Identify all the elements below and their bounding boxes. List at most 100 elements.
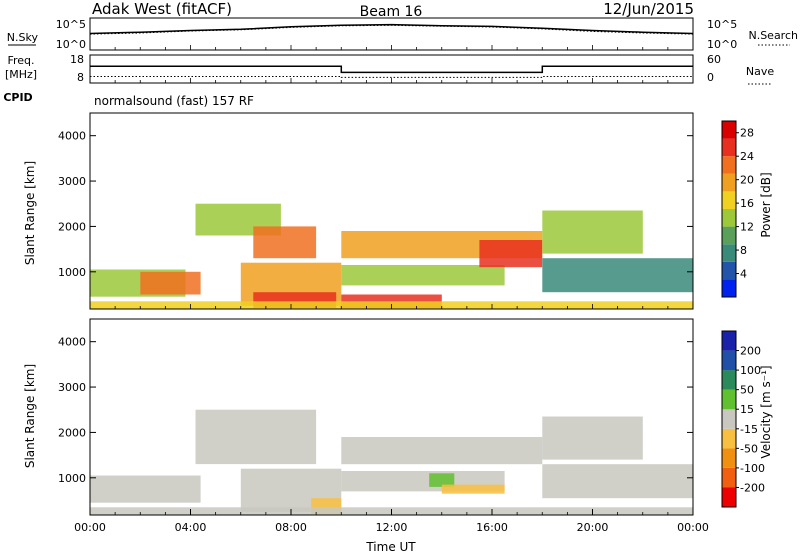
velocity-ylabel: Slant Range [km]	[23, 364, 37, 468]
colorbar-tick-label: 200	[740, 345, 761, 358]
noise-left-top: 10^5	[56, 18, 86, 31]
nsearch-label: N.Search	[748, 29, 798, 42]
velocity-band-0	[90, 475, 201, 503]
power-colorbar-swatch	[722, 173, 736, 192]
noise-right-bottom-text: 10^0	[707, 38, 737, 51]
power-ylabel: Slant Range [km]	[23, 161, 37, 265]
colorbar-tick-label: 28	[740, 127, 754, 140]
colorbar-tick-label: -50	[740, 442, 758, 455]
colorbar-frame	[721, 120, 737, 298]
velocity-colorbar-swatch	[722, 409, 736, 429]
velocity-band-6	[429, 473, 455, 487]
xtick-label: 16:00	[476, 521, 508, 534]
velocity-colorbar-label: Velocity [m s⁻¹]	[759, 365, 773, 458]
xtick-label: 00:00	[74, 521, 106, 534]
cpid-text: normalsound (fast) 157 RF	[94, 94, 254, 108]
colorbar-tick-label: 50	[740, 384, 754, 397]
beam-title: Beam 16	[360, 4, 423, 20]
colorbar-tick-label: -15	[740, 423, 758, 436]
freq-series-freq	[90, 65, 693, 74]
power-band-11	[542, 258, 694, 293]
velocity-colorbar-swatch	[722, 487, 736, 507]
power-band-9	[479, 240, 543, 268]
noise-right-top-text: 10^5	[707, 18, 737, 31]
power-colorbar-swatch	[722, 226, 736, 245]
ytick-label: 2000	[58, 426, 86, 439]
ytick-label: 2000	[58, 220, 86, 233]
noise-right-top: 10^5	[707, 18, 737, 31]
freq-right-top: 60	[707, 53, 721, 66]
velocity-band-1	[195, 409, 317, 465]
ytick-label: 3000	[58, 381, 86, 394]
colorbar-tick-label: -200	[740, 481, 765, 494]
freq-left-top: 18	[70, 53, 84, 66]
power-band-7	[341, 265, 505, 286]
velocity-colorbar-swatch	[722, 448, 736, 468]
velocity-colorbar-swatch	[722, 331, 736, 351]
power-colorbar-swatch	[722, 209, 736, 227]
xtick-label: 08:00	[275, 521, 307, 534]
noise-left-bottom: 10^0	[56, 38, 86, 51]
noise-series-nsky	[89, 23, 694, 35]
freq-left-bottom: 8	[77, 71, 84, 84]
velocity-band-4	[341, 437, 543, 465]
date-title: 12/Jun/2015	[603, 0, 694, 18]
noise-left-top-text: 10^5	[56, 18, 86, 31]
colorbar-tick-label: 15	[740, 403, 754, 416]
noise-left-bottom-text: 10^0	[56, 38, 86, 51]
nave-label: Nave	[746, 65, 774, 78]
xtick-label: 20:00	[577, 521, 609, 534]
power-colorbar-swatch	[722, 138, 736, 157]
colorbar-tick-label: 16	[740, 197, 754, 210]
nsky-label: N.Sky	[7, 31, 39, 44]
velocity-colorbar-swatch	[722, 350, 736, 371]
freq-right-bottom: 0	[707, 71, 714, 84]
velocity-band-7	[441, 484, 505, 494]
radar-title: Adak West (fitACF)	[92, 0, 232, 18]
noise-panel: 10^5 10^0 10^5 10^0	[56, 17, 737, 51]
power-band-3	[253, 226, 317, 259]
colorbar-frame	[721, 330, 737, 508]
velocity-band-9	[542, 464, 694, 499]
colorbar-tick-label: 20	[740, 174, 754, 187]
power-panel: Slant Range [km] 1000 2000 3000 4000 4 8 12 16…	[23, 112, 773, 310]
power-band-10	[542, 210, 643, 254]
freq-label: Freq.	[7, 54, 34, 67]
colorbar-tick-label: 100	[740, 364, 761, 377]
freq-unit-label: [MHz]	[5, 68, 37, 81]
velocity-colorbar-swatch	[722, 428, 736, 449]
colorbar-tick-label: 8	[740, 244, 747, 257]
colorbar-tick-label: 12	[740, 221, 754, 234]
power-band-1	[140, 271, 201, 295]
ytick-label: 4000	[58, 336, 86, 349]
power-colorbar-swatch	[722, 261, 736, 280]
cpid-label: CPID	[3, 91, 32, 104]
power-colorbar-label: Power [dB]	[759, 172, 773, 237]
colorbar-tick-label: 4	[740, 268, 747, 281]
xtick-label: 04:00	[175, 521, 207, 534]
xtick-label: 12:00	[376, 521, 408, 534]
velocity-colorbar-swatch	[722, 389, 736, 410]
velocity-colorbar-swatch	[722, 370, 736, 390]
ytick-label: 4000	[58, 130, 86, 143]
power-colorbar-swatch	[722, 121, 736, 139]
ytick-label: 3000	[58, 175, 86, 188]
ytick-label: 1000	[58, 266, 86, 279]
velocity-band-8	[542, 416, 643, 460]
power-colorbar-swatch	[722, 156, 736, 174]
velocity-xlabel: Time UT	[365, 540, 416, 554]
colorbar-tick-label: -100	[740, 462, 765, 475]
frequency-panel: 18 8 60 0	[70, 53, 721, 84]
ytick-label: 1000	[58, 472, 86, 485]
power-colorbar-swatch	[722, 244, 736, 262]
noise-right-bottom: 10^0	[707, 38, 737, 51]
velocity-colorbar-swatch	[722, 467, 736, 488]
power-colorbar-swatch	[722, 191, 736, 209]
power-colorbar-swatch	[722, 279, 736, 297]
xtick-label: 00:00	[677, 521, 709, 534]
noise-series-nsearch	[89, 24, 694, 35]
freq-series-nave	[90, 76, 693, 78]
